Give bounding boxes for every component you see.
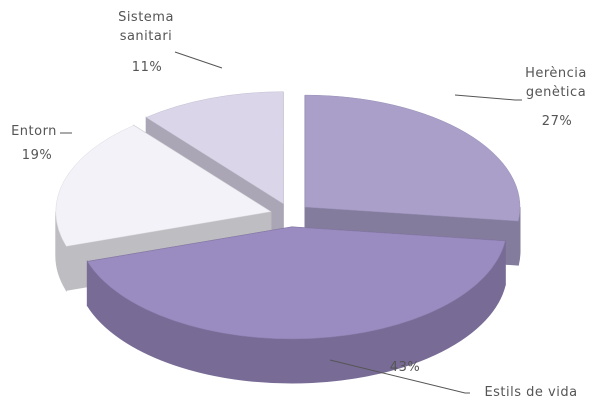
pie-slice: [86, 226, 506, 340]
category-label: Sistema sanitari: [118, 10, 174, 44]
pie-slice: [145, 91, 284, 205]
value-label: 27%: [541, 114, 573, 129]
category-label: Herència genètica: [525, 66, 587, 100]
pie-slice: [55, 125, 272, 247]
leader-line: [174, 51, 223, 69]
leader-line: [329, 359, 470, 394]
pie-slice: [304, 94, 521, 222]
category-label: Entorn: [11, 124, 57, 139]
value-label: 43%: [389, 360, 421, 375]
value-label: 19%: [21, 148, 53, 163]
category-label: Estils de vida: [484, 385, 578, 400]
value-label: 11%: [131, 60, 163, 75]
leader-line: [454, 94, 522, 101]
